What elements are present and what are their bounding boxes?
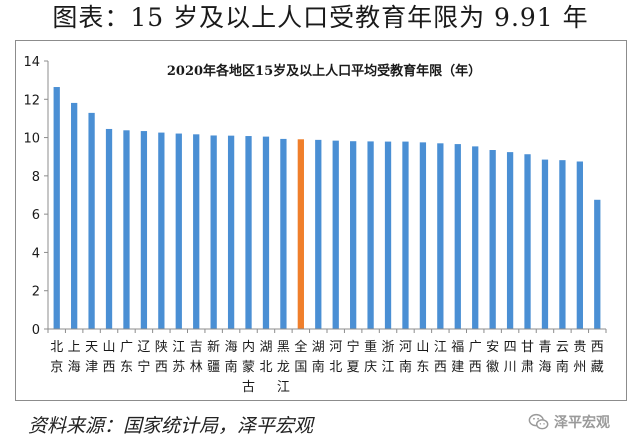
bar-贵州: [576, 161, 583, 329]
x-tick-label: 海南: [225, 340, 238, 375]
bar-重庆: [367, 141, 374, 329]
bar-黑龙江: [280, 138, 287, 329]
x-tick-label: 云南: [556, 340, 569, 375]
bar-山东: [419, 142, 427, 329]
bar-山西: [105, 128, 113, 329]
bar-新疆: [210, 135, 217, 329]
x-tick-label: 重庆: [364, 339, 377, 375]
y-tick-label: 4: [32, 246, 40, 261]
x-tick-label: 河南: [399, 340, 412, 375]
bar-内蒙古: [245, 136, 252, 329]
bar-全国: [297, 139, 304, 329]
bar-广东: [123, 130, 130, 329]
x-tick-label: 湖北: [259, 340, 272, 375]
x-tick-label: 广东: [120, 340, 133, 375]
bar-chart: 2020年各地区15岁及以上人口平均受教育年限（年） 0 2 4 6 8 10 12 14 北…: [23, 55, 607, 395]
x-tick-label: 宁夏: [347, 339, 360, 375]
chart-frame: 2020年各地区15岁及以上人口平均受教育年限（年） 0 2 4 6 8 10 12 14 北…: [15, 40, 627, 401]
x-tick-label: 北京: [50, 340, 63, 375]
y-tick-label: 8: [32, 170, 40, 185]
x-tick-label: 江苏: [172, 340, 185, 375]
x-tick-label: 山西: [103, 340, 116, 375]
x-tick-label: 江西: [434, 340, 447, 375]
x-tick-label: 福建: [451, 340, 464, 375]
bar-甘肃: [524, 154, 531, 329]
bar-陕西: [158, 132, 165, 329]
x-tick-label: 黑龙江: [277, 340, 290, 395]
x-tick-label: 上海: [68, 340, 81, 375]
x-tick-label: 浙江: [382, 340, 395, 375]
x-tick-label: 四川: [504, 340, 517, 375]
x-tick-label: 甘肃: [521, 340, 534, 375]
x-tick-label: 湖南: [312, 340, 325, 375]
y-tick-label: 0: [32, 323, 40, 338]
bar-湖北: [262, 136, 270, 329]
bar-江苏: [175, 133, 182, 329]
bar-云南: [559, 160, 566, 329]
bar-江西: [437, 143, 444, 329]
bar-天津: [88, 112, 95, 329]
bar-上海: [71, 102, 78, 329]
y-tick-label: 2: [32, 285, 40, 300]
y-tick-label: 6: [32, 208, 40, 223]
x-tick-label: 陕西: [155, 340, 168, 375]
x-tick-label: 贵州: [573, 340, 586, 375]
source-note: 资料来源：国家统计局，泽平宏观: [28, 415, 314, 437]
x-tick-label: 青海: [538, 340, 551, 375]
x-tick-label: 内蒙古: [242, 339, 255, 395]
x-tick-label: 河北: [329, 340, 342, 375]
x-tick-label: 安徽: [486, 340, 499, 375]
bar-宁夏: [350, 141, 357, 329]
x-tick-label: 广西: [469, 340, 482, 375]
x-tick-label: 新疆: [207, 339, 220, 375]
x-tick-label: 全国: [294, 339, 307, 375]
watermark-text: 泽平宏观: [554, 415, 610, 431]
y-tick-label: 12: [23, 93, 40, 108]
x-tick-label: 西藏: [591, 340, 604, 375]
bar-河南: [402, 141, 409, 329]
bar-安徽: [489, 150, 496, 329]
chart-title: 2020年各地区15岁及以上人口平均受教育年限（年）: [167, 63, 481, 79]
bar-海南: [227, 135, 235, 329]
y-tick-label: 14: [23, 55, 40, 70]
bar-吉林: [193, 134, 200, 329]
bar-四川: [506, 152, 514, 329]
bar-北京: [53, 87, 60, 329]
wechat-icon: [528, 413, 549, 430]
watermark: 泽平宏观: [528, 410, 610, 434]
bar-湖南: [315, 139, 322, 329]
bar-辽宁: [140, 131, 148, 329]
page-title: 图表：15 岁及以上人口受教育年限为 9.91 年: [52, 3, 589, 32]
x-tick-label: 辽宁: [137, 340, 150, 375]
x-tick-label: 吉林: [190, 340, 203, 375]
bar-广西: [472, 146, 479, 329]
bar-浙江: [384, 141, 392, 329]
bar-青海: [541, 159, 549, 329]
y-tick-label: 10: [23, 132, 40, 147]
bar-福建: [454, 144, 461, 329]
bar-西藏: [594, 199, 601, 329]
x-tick-label: 山东: [416, 340, 429, 375]
bar-河北: [332, 140, 339, 329]
x-tick-label: 天津: [85, 340, 98, 375]
